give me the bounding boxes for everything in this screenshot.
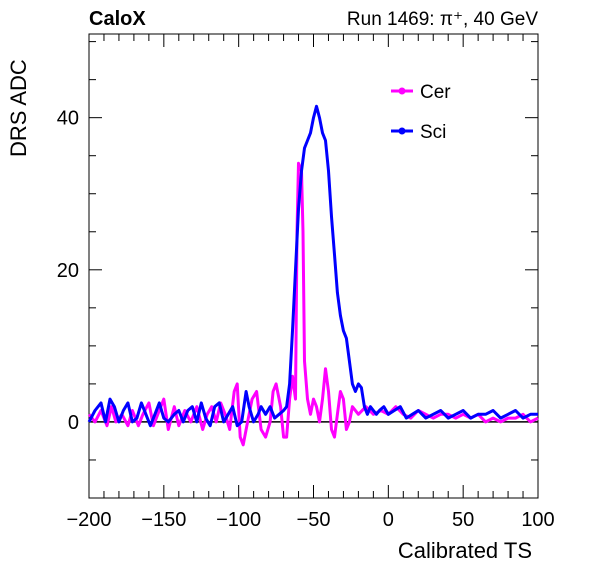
header-title: CaloX xyxy=(89,8,146,30)
series-line-cer xyxy=(87,161,539,447)
legend-marker-sci xyxy=(398,127,406,135)
x-tick-label: −150 xyxy=(141,509,186,531)
header-run-info: Run 1469: π⁺, 40 GeV xyxy=(347,9,538,30)
plot-frame xyxy=(88,33,539,499)
x-tick-label: 0 xyxy=(383,509,394,531)
legend-label-sci: Sci xyxy=(420,122,446,143)
y-tick-label: 40 xyxy=(57,108,79,130)
y-tick-label: 0 xyxy=(68,412,79,434)
x-axis-title: Calibrated TS xyxy=(398,538,532,563)
legend-label-cer: Cer xyxy=(420,82,451,103)
legend-marker-cer xyxy=(398,87,406,95)
x-tick-label: −100 xyxy=(216,509,261,531)
x-tick-label: −50 xyxy=(297,509,331,531)
y-tick-label: 20 xyxy=(57,260,79,282)
x-tick-label: 50 xyxy=(452,509,474,531)
x-tick-label: −200 xyxy=(66,509,111,531)
x-tick-label: 100 xyxy=(521,509,554,531)
plot-area: −200 −150 −100 −50 0 50 100 0 20 40 Cer Sci xyxy=(57,33,555,531)
series-line-sci xyxy=(87,104,538,428)
y-axis-title: DRS ADC xyxy=(6,59,31,157)
